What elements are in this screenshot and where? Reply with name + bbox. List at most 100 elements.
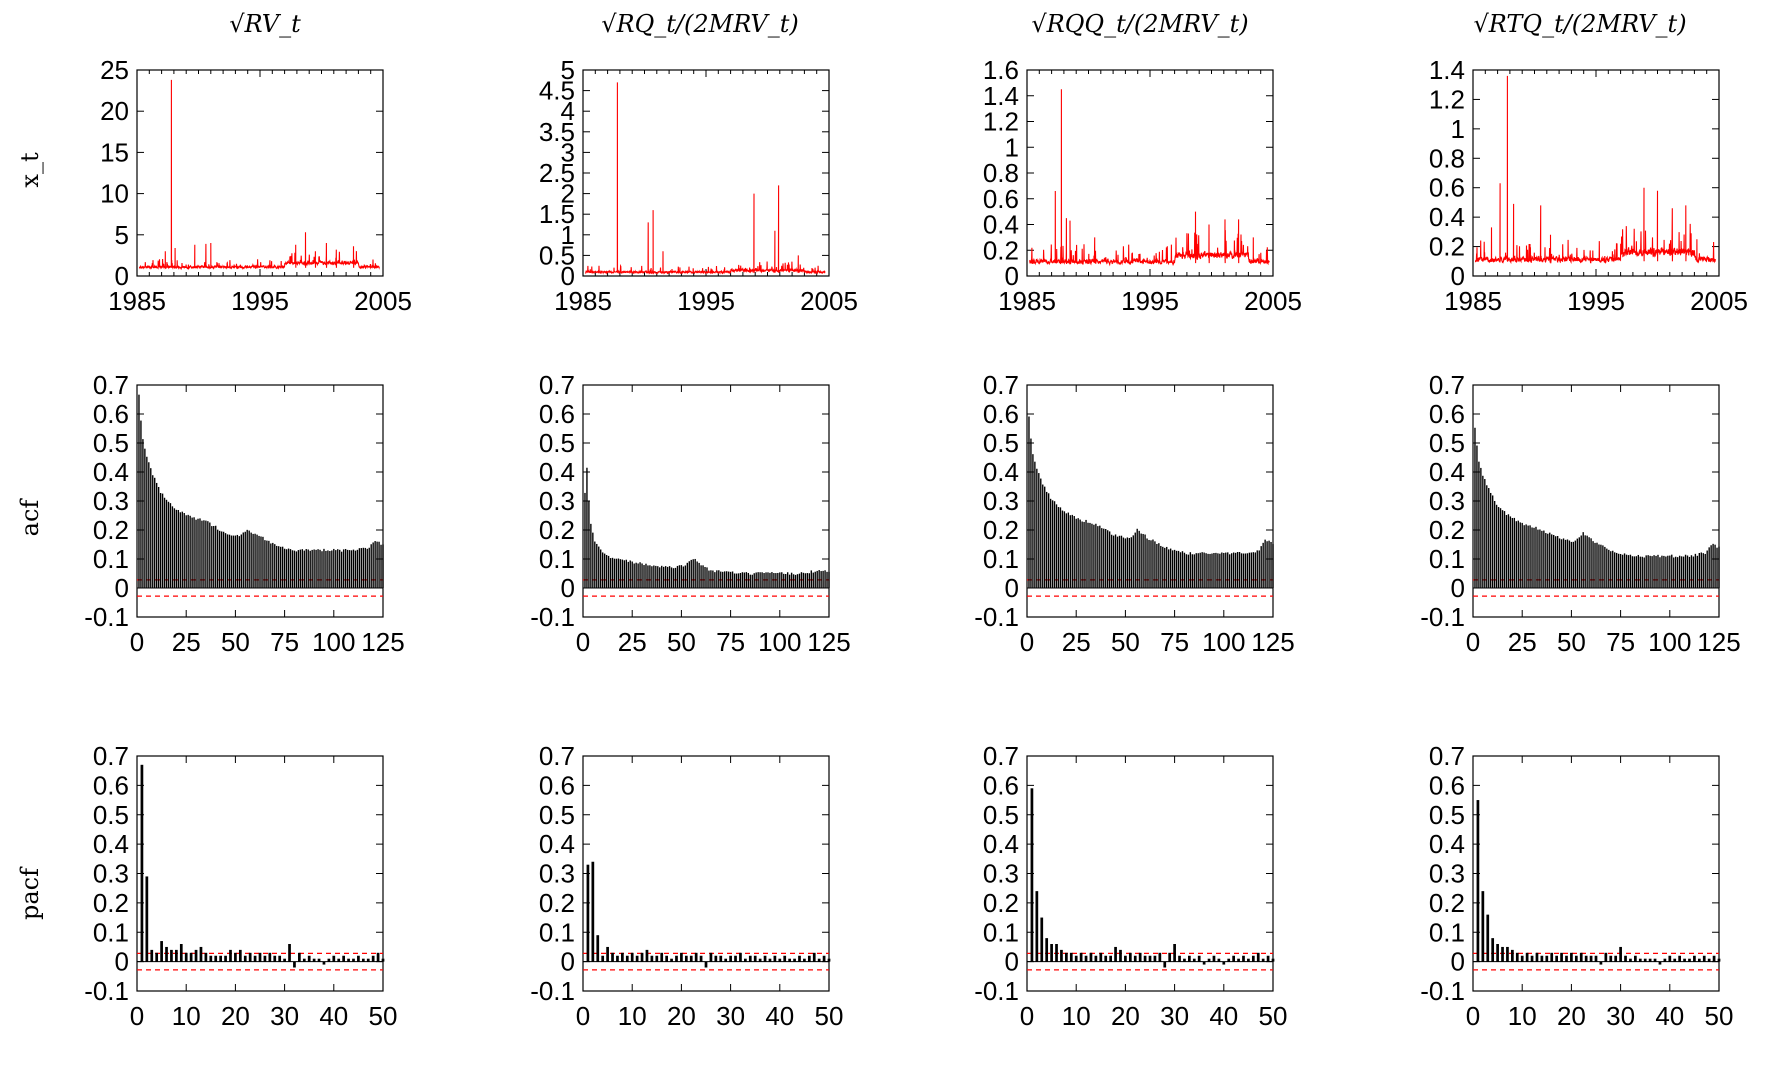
bar xyxy=(788,958,791,962)
x-tick-label: 1995 xyxy=(1121,286,1179,316)
bar xyxy=(743,572,746,588)
bar xyxy=(678,565,681,588)
bar xyxy=(1074,955,1078,962)
bar xyxy=(792,574,795,588)
bar xyxy=(1189,552,1192,588)
x-tick-label: 25 xyxy=(1062,627,1091,657)
bar xyxy=(596,935,600,962)
y-tick-label: 15 xyxy=(100,137,129,167)
y-tick-label: 0.2 xyxy=(93,515,129,545)
bar xyxy=(1702,553,1704,588)
bar xyxy=(374,541,376,588)
bar xyxy=(751,574,753,588)
x-tick-label: 20 xyxy=(1111,1001,1140,1031)
bar xyxy=(1168,952,1172,962)
bar xyxy=(1533,527,1535,588)
bar xyxy=(344,548,347,588)
bar xyxy=(1055,504,1058,588)
bar xyxy=(828,571,830,588)
bar xyxy=(790,572,793,588)
bar xyxy=(744,958,747,962)
bar xyxy=(621,952,624,962)
y-tick-label: 0 xyxy=(561,573,575,603)
bar xyxy=(1588,537,1590,588)
y-tick-label: 0 xyxy=(1005,573,1019,603)
y-tick-label: -0.1 xyxy=(974,976,1019,1006)
bar xyxy=(1531,527,1533,588)
bar xyxy=(584,492,586,588)
y-tick-label: 0.1 xyxy=(539,544,575,574)
bar xyxy=(1649,555,1651,588)
bar xyxy=(1079,952,1083,962)
bar xyxy=(661,565,663,588)
bar xyxy=(672,568,675,588)
bar xyxy=(337,958,341,962)
bar xyxy=(1089,952,1093,962)
bar xyxy=(352,958,355,962)
x-tick-label: 10 xyxy=(1062,1001,1091,1031)
bar xyxy=(346,549,349,588)
bar xyxy=(357,955,360,962)
bar xyxy=(1244,553,1247,588)
bar xyxy=(312,958,316,962)
bar xyxy=(371,955,375,962)
bar xyxy=(1702,955,1706,962)
bar xyxy=(1164,547,1166,588)
bar xyxy=(1717,958,1721,962)
bar xyxy=(800,572,803,588)
bar xyxy=(144,448,146,588)
y-tick-label: 4 xyxy=(561,96,575,126)
bar xyxy=(1213,553,1215,588)
bar xyxy=(297,550,300,588)
bar xyxy=(714,572,716,588)
bar xyxy=(769,572,771,588)
bar xyxy=(1519,522,1521,588)
bar xyxy=(668,566,671,588)
bar xyxy=(739,952,742,962)
bar xyxy=(1215,552,1217,588)
bar xyxy=(734,955,737,962)
bar xyxy=(729,955,732,962)
bar xyxy=(1183,552,1186,588)
y-tick-label: 0.4 xyxy=(983,829,1019,859)
bar xyxy=(1136,528,1138,588)
bar xyxy=(1493,501,1496,588)
bar xyxy=(317,549,319,588)
bar xyxy=(1045,491,1048,588)
y-tick-label: -0.1 xyxy=(974,602,1019,632)
x-tick-label: 50 xyxy=(1111,627,1140,657)
bar xyxy=(364,547,366,588)
bar xyxy=(1175,550,1178,588)
y-tick-label: 0.3 xyxy=(983,859,1019,889)
bar xyxy=(1067,512,1070,588)
column-title-4: √RTQ_t/(2MRV_t) xyxy=(1473,10,1686,38)
y-tick-label: 0.3 xyxy=(539,486,575,516)
y-tick-label: -0.1 xyxy=(84,602,129,632)
panel-r3-c4: -0.100.10.20.30.40.50.60.70 10 20 30 40 50 xyxy=(1420,741,1733,1031)
bar xyxy=(293,961,296,968)
bar xyxy=(641,563,643,588)
bar xyxy=(1101,528,1103,588)
bar xyxy=(827,958,831,962)
bar xyxy=(209,955,213,962)
bar xyxy=(1059,507,1062,588)
bar xyxy=(674,567,677,588)
bar xyxy=(1617,553,1620,588)
bar xyxy=(1266,955,1270,962)
bar xyxy=(1598,544,1600,588)
bar xyxy=(1091,523,1093,588)
bar xyxy=(1030,788,1034,962)
bar xyxy=(1496,944,1499,962)
bar xyxy=(1503,511,1506,588)
bar xyxy=(1138,952,1142,962)
panel-r2-c4: -0.100.10.20.30.40.50.60.70 25 50 75 100 125 xyxy=(1420,370,1741,657)
y-tick-label: 0.7 xyxy=(539,370,575,400)
bar xyxy=(1193,554,1195,588)
bar xyxy=(684,955,688,962)
bar xyxy=(664,566,667,588)
bar xyxy=(380,544,382,588)
bar xyxy=(1484,479,1486,588)
bar xyxy=(305,549,307,588)
bar xyxy=(1694,553,1697,588)
bar xyxy=(1645,555,1647,588)
